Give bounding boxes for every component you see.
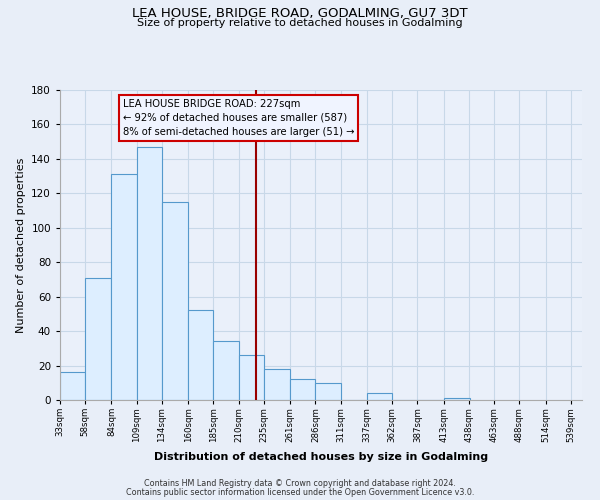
Bar: [264, 369, 290, 400]
Bar: [85, 278, 112, 400]
Bar: [188, 310, 214, 400]
Bar: [137, 147, 162, 400]
Text: LEA HOUSE, BRIDGE ROAD, GODALMING, GU7 3DT: LEA HOUSE, BRIDGE ROAD, GODALMING, GU7 3…: [132, 8, 468, 20]
Text: Distribution of detached houses by size in Godalming: Distribution of detached houses by size …: [154, 452, 488, 462]
Text: LEA HOUSE BRIDGE ROAD: 227sqm
← 92% of detached houses are smaller (587)
8% of s: LEA HOUSE BRIDGE ROAD: 227sqm ← 92% of d…: [122, 98, 354, 136]
Bar: [367, 393, 392, 400]
Y-axis label: Number of detached properties: Number of detached properties: [16, 158, 26, 332]
Bar: [112, 174, 137, 400]
Bar: [239, 355, 264, 400]
Bar: [443, 398, 470, 400]
Bar: [290, 380, 316, 400]
Bar: [162, 202, 188, 400]
Bar: [316, 383, 341, 400]
Text: Contains public sector information licensed under the Open Government Licence v3: Contains public sector information licen…: [126, 488, 474, 497]
Text: Contains HM Land Registry data © Crown copyright and database right 2024.: Contains HM Land Registry data © Crown c…: [144, 479, 456, 488]
Bar: [60, 372, 85, 400]
Text: Size of property relative to detached houses in Godalming: Size of property relative to detached ho…: [137, 18, 463, 28]
Bar: [214, 342, 239, 400]
